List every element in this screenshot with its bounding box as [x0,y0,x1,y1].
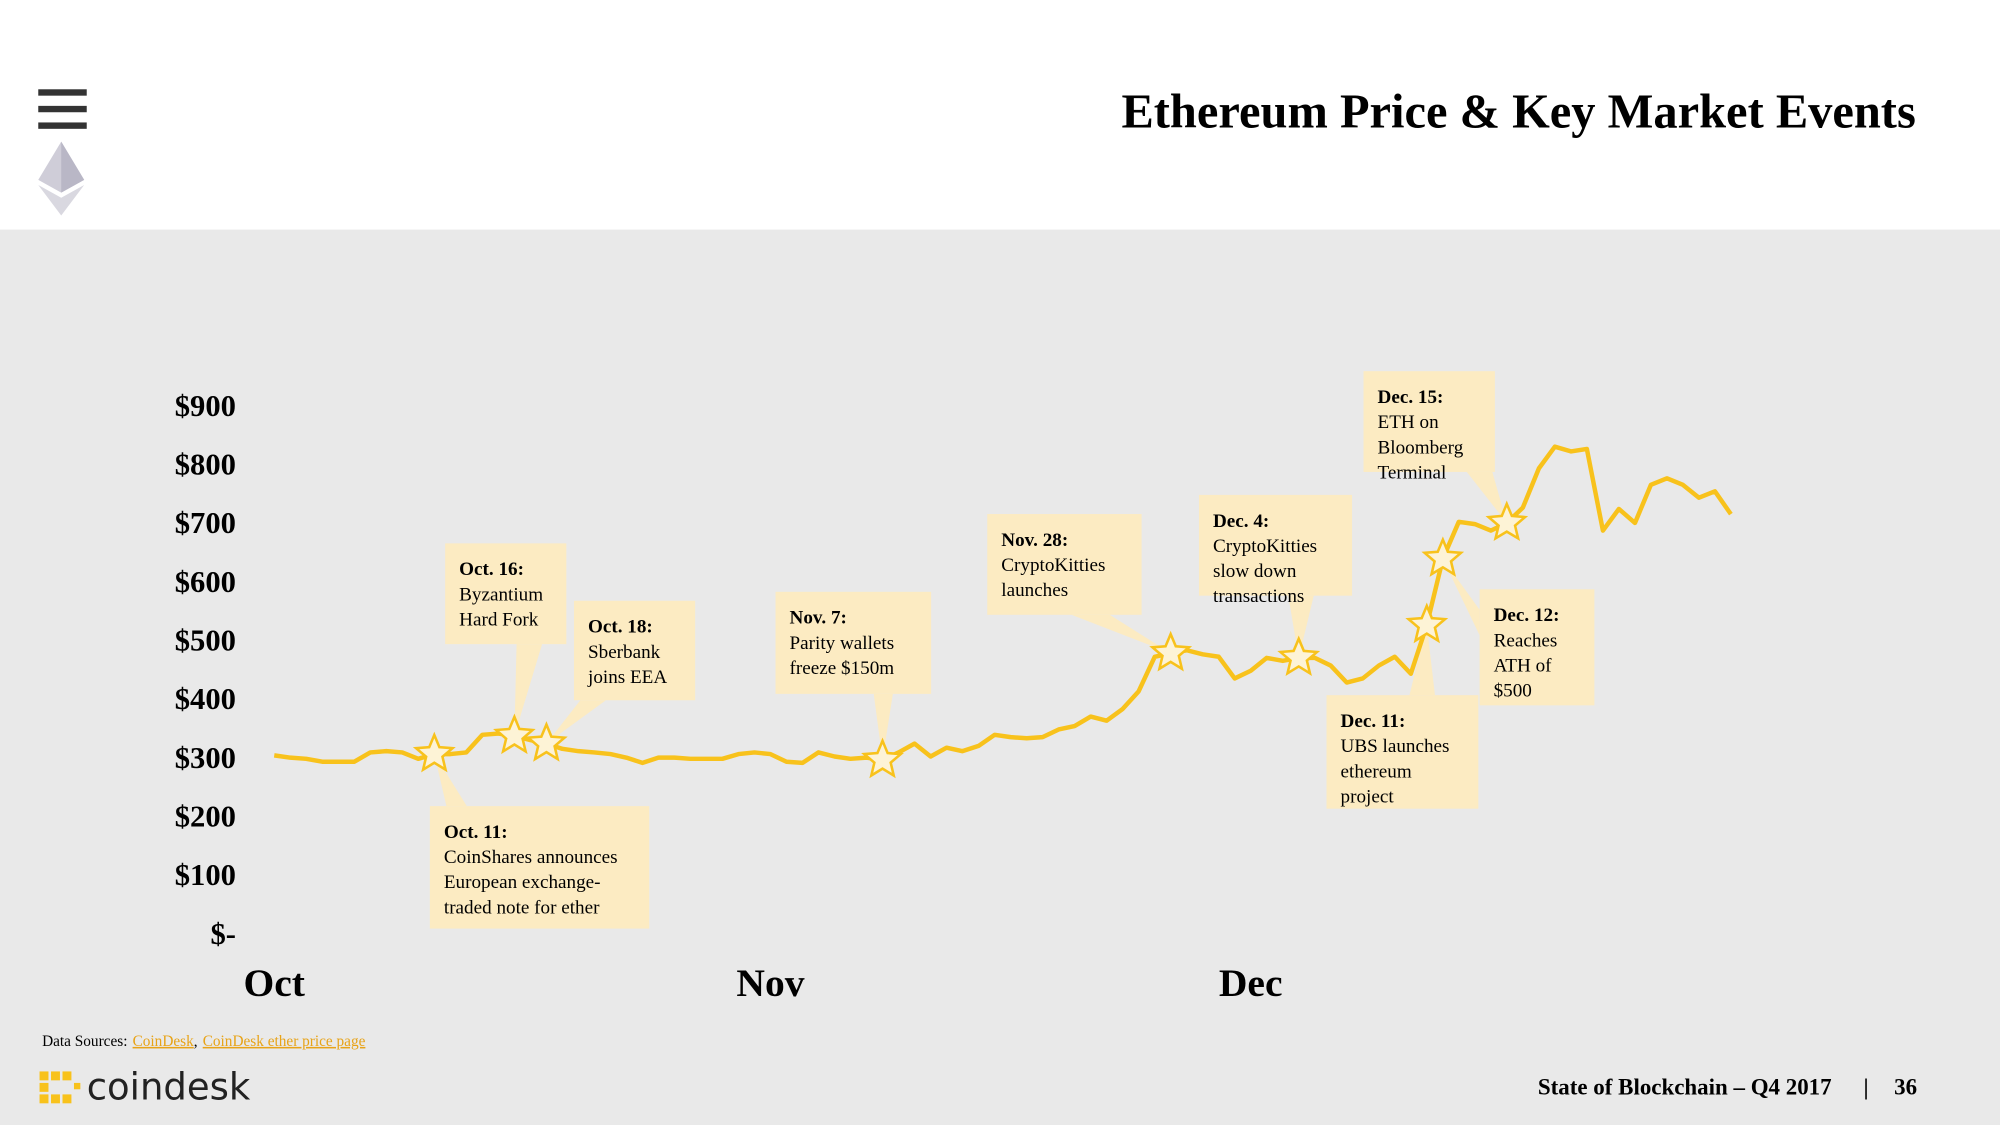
callout-pointer [1409,625,1435,696]
event-star [412,731,456,773]
coindesk-logo-text: coindesk [87,1065,251,1108]
event-star [861,737,904,779]
callout-text: CoinShares announces [444,847,618,868]
menu-icon[interactable] [38,89,87,129]
callout-date: Dec. 12: [1494,605,1560,626]
callout-box [573,600,696,701]
callout-date: Dec. 11: [1341,711,1406,732]
callout-date: Oct. 11: [444,822,508,843]
callout-text: CryptoKitties [1001,555,1105,576]
callout-text: European exchange- [444,872,601,893]
callout-text: Bloomberg [1378,437,1464,458]
chart: $- $100 $200 $300 $400 $500 $600 $700 $800 $900 Oc… [175,371,1733,1005]
y-tick-label: $700 [175,506,236,540]
y-tick-label: $500 [175,624,236,658]
event-star [1149,630,1193,672]
callout-box [445,543,567,645]
page-number: 36 [1894,1074,1917,1099]
callout-date: Dec. 15: [1378,387,1444,408]
callout-box [775,591,932,694]
event-star [1485,500,1529,542]
callout-text: joins EEA [587,667,667,688]
callout-box [1326,695,1479,809]
callout-text: freeze $150m [790,658,895,679]
callout-text: traded note for ether [444,897,600,918]
callout-text: Reaches [1494,630,1558,651]
footer-separator: | [1864,1074,1869,1099]
callout-date: Nov. 28: [1001,530,1068,551]
event-star [1421,536,1465,577]
callout-pointer [1071,614,1171,654]
callout-text: Byzantium [459,584,543,605]
y-tick-label: $200 [175,800,236,834]
callout-text: launches [1001,580,1068,601]
callout-box [429,806,650,929]
content-band [0,229,2000,1125]
y-tick-label: $600 [175,565,236,599]
x-tick-label: Oct [244,961,305,1005]
callout-text: $500 [1494,681,1532,702]
callout-box [987,514,1142,615]
report-name: State of Blockchain – Q4 2017 [1538,1074,1832,1099]
callout-box [1198,494,1353,596]
callout-text: UBS launches [1341,736,1450,757]
callout-pointer [546,700,606,744]
event-star [493,713,536,755]
x-tick-label: Nov [736,961,804,1005]
y-tick-label: $900 [175,389,236,423]
event-star [1405,602,1449,644]
callout-date: Oct. 18: [588,617,653,638]
callout-date: Oct. 16: [459,559,524,580]
sources: Data Sources: CoinDesk, CoinDesk ether pri… [42,1033,366,1050]
y-tick-label: $300 [175,741,236,775]
y-tick-label: $- [210,917,236,951]
event-star [1277,635,1321,677]
callout-box [1363,371,1495,472]
callout-text: Parity wallets [790,633,895,654]
y-tick-label: $100 [175,858,236,892]
callout-text: ETH on [1378,412,1440,433]
callout-date: Nov. 7: [790,608,847,629]
callout-text: Terminal [1378,462,1447,483]
callout-text: transactions [1213,586,1304,607]
y-tick-label: $400 [175,682,236,716]
sources-label: Data Sources: [42,1033,127,1050]
y-tick-label: $800 [175,447,236,481]
callout-pointer [1442,558,1480,636]
callout-text: project [1341,786,1395,807]
callout-pointer [873,693,893,761]
callout-text: Sberbank [588,642,661,663]
source-separator: , [194,1033,198,1050]
callout-text: Hard Fork [459,610,539,631]
callout-box [1479,589,1595,706]
x-tick-label: Dec [1219,961,1283,1005]
slide-title: Ethereum Price & Key Market Events [1121,86,1915,139]
callout-date: Dec. 4: [1213,511,1269,532]
source-link[interactable]: CoinDesk ether price page [203,1033,366,1050]
callout-text: CryptoKitties [1213,536,1317,557]
callout-text: slow down [1213,561,1297,582]
header-band [0,0,2000,230]
callout-text: ATH of [1494,655,1553,676]
callout-text: ethereum [1341,761,1412,782]
source-link[interactable]: CoinDesk [133,1033,195,1050]
event-star [525,721,568,762]
coindesk-icon [39,1071,81,1104]
ethereum-logo [38,141,85,216]
callout-pointer [1288,595,1314,658]
